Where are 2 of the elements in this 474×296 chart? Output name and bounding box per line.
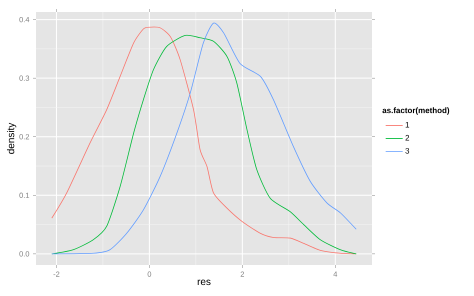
y-axis-title: density bbox=[6, 122, 16, 154]
x-axis-title: res bbox=[198, 280, 211, 286]
